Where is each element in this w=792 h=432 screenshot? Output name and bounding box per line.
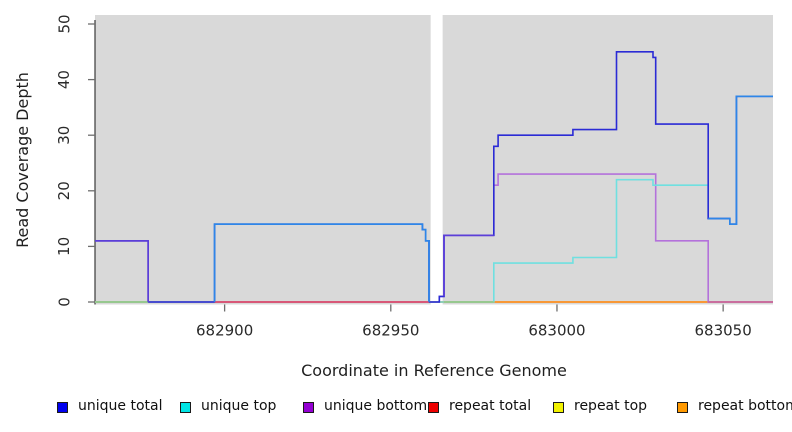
- legend-swatch-icon: [428, 402, 439, 413]
- legend-label: repeat bottom: [698, 398, 792, 414]
- y-tick-label: 20: [55, 181, 73, 200]
- legend: unique total unique top unique bottom repea…: [0, 398, 792, 424]
- coverage-gap-band: [430, 15, 443, 305]
- legend-swatch-icon: [677, 402, 688, 413]
- legend-label: unique bottom: [324, 398, 428, 414]
- blend-override-segment: [95, 240, 149, 302]
- legend-label: unique top: [201, 398, 277, 414]
- blend-override-segment: [708, 95, 773, 225]
- y-axis-title: Read Coverage Depth: [13, 72, 32, 248]
- axis-layer: 0 10 20 30 40 50 682900 682950 683000 683050: [55, 14, 752, 339]
- series-layer: [95, 51, 773, 303]
- x-tick-label: 682900: [196, 322, 253, 340]
- legend-swatch-icon: [303, 402, 314, 413]
- y-tick-label: 30: [55, 126, 73, 145]
- x-tick-label: 682950: [362, 322, 419, 340]
- legend-swatch-icon: [180, 402, 191, 413]
- x-tick-label: 683000: [528, 322, 585, 340]
- y-tick-label: 10: [55, 237, 73, 256]
- legend-label: repeat top: [574, 398, 648, 414]
- y-tick-label: 50: [55, 14, 73, 33]
- blend-override-segment: [213, 223, 430, 302]
- legend-label: unique total: [78, 398, 163, 414]
- legend-label: repeat total: [449, 398, 532, 414]
- y-tick-label: 0: [55, 297, 73, 307]
- plot-background-layer: [95, 15, 773, 305]
- x-tick-label: 683050: [695, 322, 752, 340]
- legend-swatch-icon: [57, 402, 68, 413]
- x-axis-title: Coordinate in Reference Genome: [301, 361, 567, 380]
- legend-swatch-icon: [553, 402, 564, 413]
- blend-override-segment: [443, 234, 494, 297]
- y-tick-label: 40: [55, 70, 73, 89]
